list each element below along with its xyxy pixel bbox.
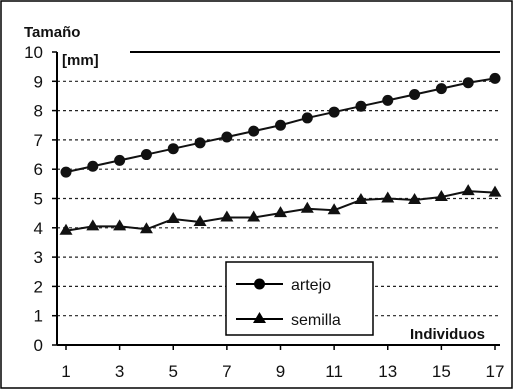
x-ticks: 1 3 5 7 9 11 13 15 17 bbox=[61, 345, 504, 381]
data-point-semilla bbox=[408, 192, 422, 204]
data-point-artejo bbox=[462, 77, 474, 89]
data-point-semilla bbox=[274, 206, 287, 218]
data-point-artejo bbox=[194, 137, 206, 149]
x-tick-label: 11 bbox=[325, 362, 343, 381]
x-tick-label: 13 bbox=[378, 362, 397, 381]
y-tick-label: 3 bbox=[34, 248, 43, 267]
data-point-semilla bbox=[166, 212, 180, 224]
series-group bbox=[59, 72, 502, 235]
y-ticks: 0 1 2 3 4 5 6 7 8 9 10 bbox=[24, 43, 57, 355]
data-point-artejo bbox=[248, 125, 260, 137]
x-tick-label: 9 bbox=[276, 362, 285, 381]
legend-box bbox=[225, 261, 374, 336]
y-tick-label: 10 bbox=[24, 43, 43, 62]
data-point-artejo bbox=[382, 94, 394, 106]
data-point-semilla bbox=[59, 223, 73, 235]
y-tick-label: 8 bbox=[34, 102, 43, 121]
x-tick-label: 17 bbox=[486, 362, 505, 381]
data-point-artejo bbox=[140, 149, 152, 161]
data-point-artejo bbox=[328, 106, 340, 118]
data-point-semilla bbox=[113, 219, 127, 231]
x-tick-label: 7 bbox=[222, 362, 231, 381]
y-tick-label: 4 bbox=[34, 219, 43, 238]
data-point-artejo bbox=[87, 160, 99, 172]
y-tick-label: 9 bbox=[34, 72, 43, 91]
legend-label-semilla: semilla bbox=[291, 312, 341, 329]
x-axis-label: Individuos bbox=[410, 326, 485, 343]
data-point-artejo bbox=[489, 72, 501, 84]
data-point-artejo bbox=[167, 143, 179, 155]
y-axis-label-line1: Tamaño bbox=[24, 24, 80, 41]
legend-marker-semilla bbox=[253, 312, 266, 323]
data-point-semilla bbox=[139, 222, 153, 234]
data-point-semilla bbox=[434, 190, 448, 202]
x-tick-label: 1 bbox=[61, 362, 70, 381]
x-tick-label: 3 bbox=[115, 362, 124, 381]
y-tick-label: 5 bbox=[34, 190, 43, 209]
x-tick-label: 5 bbox=[169, 362, 178, 381]
y-tick-label: 6 bbox=[34, 160, 43, 179]
x-tick-label: 15 bbox=[432, 362, 451, 381]
data-point-semilla bbox=[354, 192, 368, 204]
data-point-semilla bbox=[461, 184, 475, 196]
data-point-semilla bbox=[300, 201, 314, 213]
y-tick-label: 2 bbox=[34, 277, 43, 296]
data-point-artejo bbox=[114, 154, 126, 166]
legend: artejo semilla bbox=[225, 261, 374, 336]
data-point-semilla bbox=[193, 214, 207, 226]
y-tick-label: 7 bbox=[34, 131, 43, 150]
data-point-artejo bbox=[301, 112, 313, 124]
data-point-artejo bbox=[435, 83, 447, 95]
data-point-artejo bbox=[60, 166, 72, 178]
data-point-semilla bbox=[86, 219, 100, 231]
data-point-semilla bbox=[247, 210, 261, 222]
data-point-semilla bbox=[327, 203, 341, 215]
data-point-artejo bbox=[409, 88, 421, 100]
data-point-artejo bbox=[275, 119, 286, 131]
y-tick-label: 0 bbox=[34, 336, 43, 355]
data-point-semilla bbox=[488, 185, 502, 197]
y-tick-label: 1 bbox=[34, 307, 43, 326]
legend-label-artejo: artejo bbox=[291, 277, 331, 294]
data-point-semilla bbox=[381, 191, 395, 203]
data-point-semilla bbox=[220, 210, 234, 222]
data-point-artejo bbox=[221, 131, 233, 143]
y-axis-label-line2: [mm] bbox=[62, 52, 99, 69]
data-point-artejo bbox=[355, 100, 367, 112]
legend-marker-artejo bbox=[254, 278, 265, 290]
